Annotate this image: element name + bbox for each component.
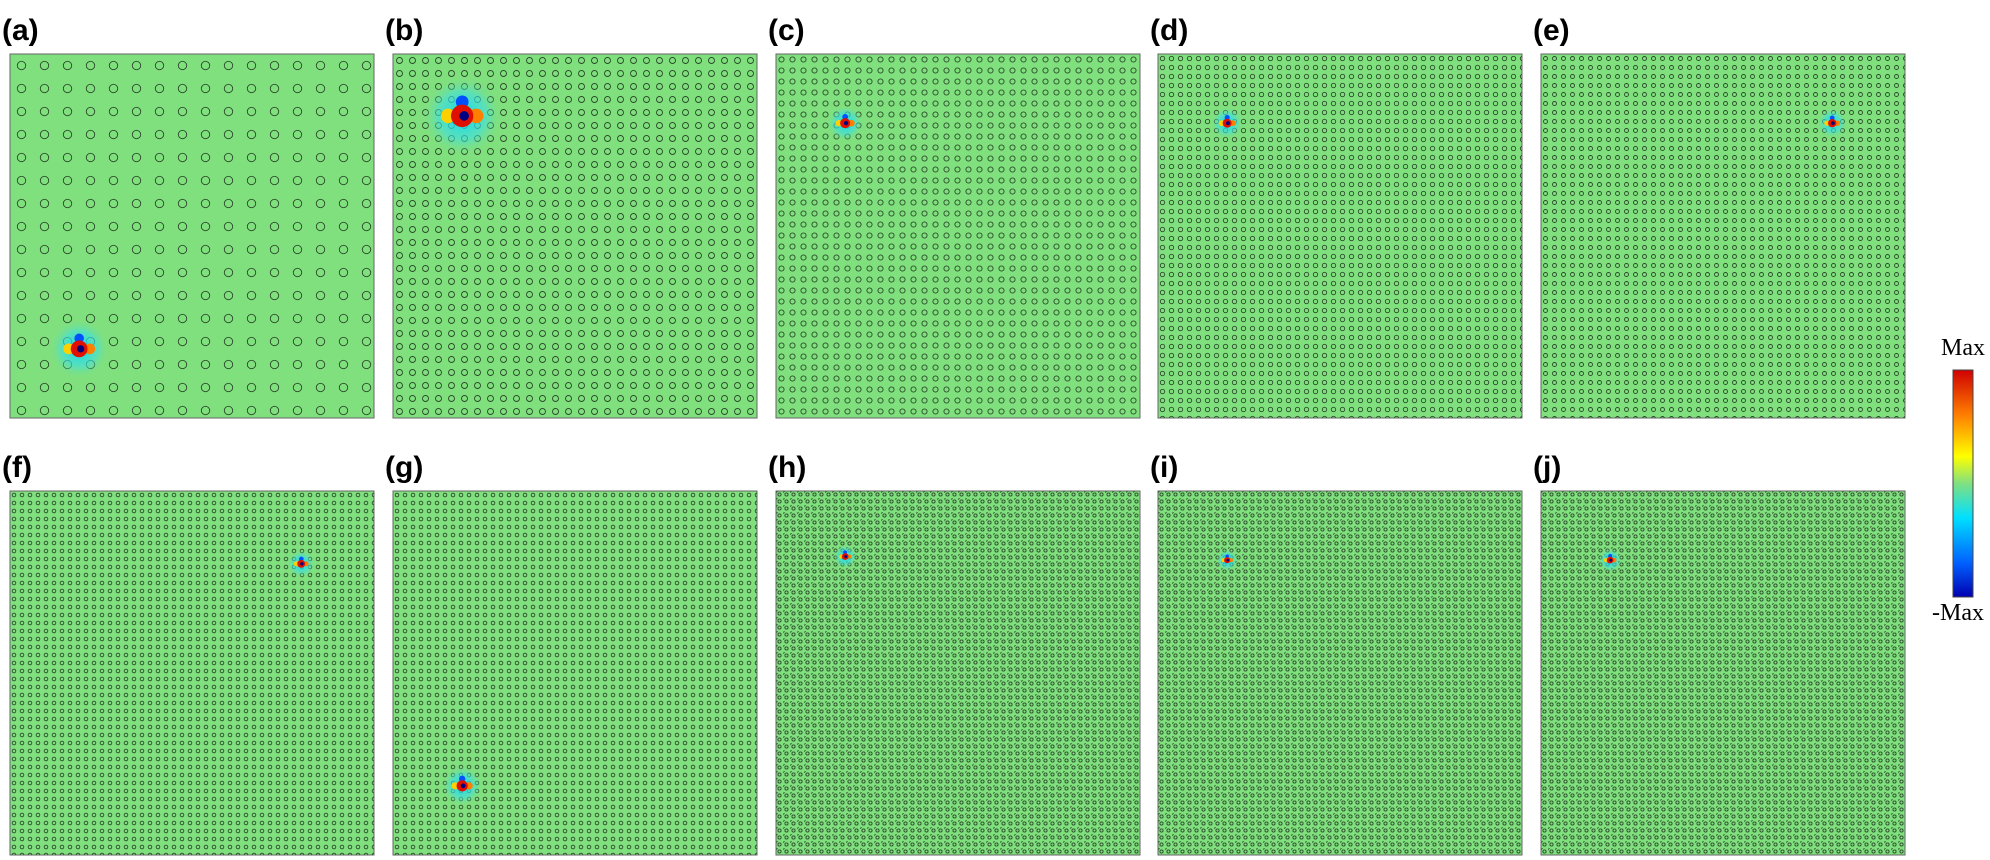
field-panel (1540, 490, 1906, 856)
field-lobe (843, 550, 848, 555)
field-core (77, 345, 85, 353)
field-core (459, 111, 469, 121)
field-panel (392, 53, 758, 419)
field-lobe (1224, 115, 1230, 121)
field-panel (775, 53, 1141, 419)
hole-lattice (10, 491, 374, 855)
hole-lattice (776, 491, 1140, 855)
panel-label: (g) (385, 451, 423, 484)
panel-label: (f) (2, 451, 32, 484)
colorbar (1952, 369, 1974, 598)
panel-label: (c) (768, 14, 805, 47)
panel-label: (j) (1533, 451, 1561, 484)
panel-label: (a) (2, 14, 39, 47)
panel-label: (d) (1150, 14, 1188, 47)
field-panel (392, 490, 758, 856)
panel-label: (h) (768, 451, 806, 484)
field-lobe (74, 333, 84, 344)
hole-lattice (776, 54, 1140, 418)
hole-lattice (1158, 54, 1522, 418)
hole-lattice (1541, 54, 1905, 418)
panel-label: (i) (1150, 451, 1178, 484)
field-core (1831, 121, 1835, 125)
field-core (1226, 558, 1230, 562)
field-core (460, 783, 466, 789)
panel-label: (b) (385, 14, 423, 47)
field-core (1609, 558, 1613, 562)
hole-lattice (393, 491, 757, 855)
field-panel (9, 53, 375, 419)
field-panel (1157, 490, 1523, 856)
field-lobe (298, 556, 304, 562)
field-core (1226, 121, 1230, 126)
field-lobe (842, 113, 849, 120)
field-panel (9, 490, 375, 856)
field-lobe (1829, 115, 1835, 121)
field-lobe (1608, 554, 1613, 558)
field-lobe (1225, 554, 1229, 559)
field-core (844, 555, 848, 558)
hole-lattice (1541, 491, 1905, 855)
field-lobe (458, 775, 466, 783)
field-core (300, 562, 304, 566)
colorbar-min-label: -Max (1932, 600, 1984, 626)
field-panel (775, 490, 1141, 856)
field-panel (1157, 53, 1523, 419)
colorbar-max-label: Max (1941, 335, 1985, 361)
field-lobe (455, 95, 469, 109)
panel-label: (e) (1533, 14, 1570, 47)
field-core (843, 121, 849, 126)
field-panel (1540, 53, 1906, 419)
hole-lattice (1158, 491, 1522, 855)
